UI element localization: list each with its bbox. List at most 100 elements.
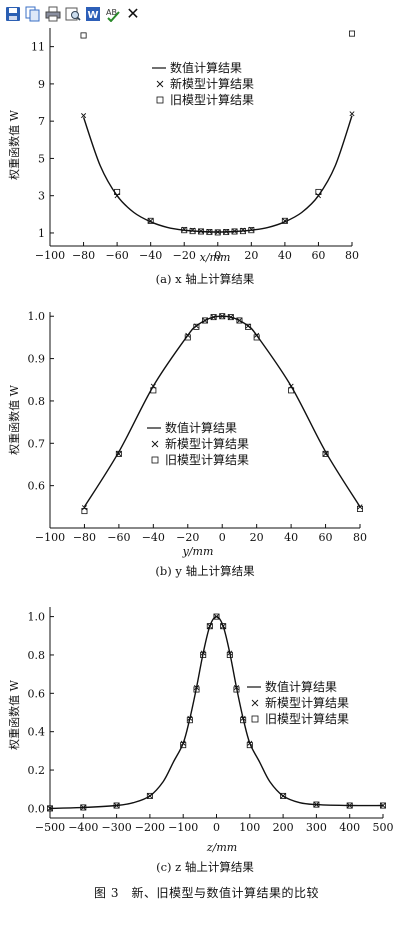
point-x-marker bbox=[81, 505, 87, 511]
point-square-marker bbox=[200, 651, 207, 658]
y-tick-label: 9 bbox=[38, 78, 45, 91]
point-x-marker bbox=[116, 451, 122, 457]
point-x-marker bbox=[313, 802, 319, 808]
point-square-marker bbox=[248, 227, 255, 234]
point-square-marker bbox=[189, 228, 196, 235]
point-x-marker bbox=[227, 650, 233, 656]
point-square-marker bbox=[150, 387, 157, 394]
point-x-marker bbox=[202, 317, 208, 323]
legend-label: 数值计算结果 bbox=[165, 420, 237, 435]
point-square-marker bbox=[315, 188, 322, 195]
x-tick-label: −40 bbox=[139, 249, 162, 262]
point-x-marker bbox=[180, 740, 186, 746]
point-x-marker bbox=[215, 229, 221, 235]
x-tick-label: −100 bbox=[35, 249, 65, 262]
point-square-marker bbox=[114, 188, 121, 195]
x-tick-label: 200 bbox=[273, 821, 294, 834]
legend-x-swatch bbox=[156, 80, 164, 88]
point-square-marker bbox=[240, 717, 247, 724]
x-tick-label: 500 bbox=[373, 821, 394, 834]
point-square-marker bbox=[219, 313, 226, 320]
x-tick-label: −40 bbox=[142, 531, 165, 544]
chart-z-xlabel: z/mm bbox=[206, 841, 237, 854]
x-tick-label: 60 bbox=[311, 249, 325, 262]
point-square-marker bbox=[322, 450, 329, 457]
y-tick-label: 0.9 bbox=[28, 353, 46, 366]
word-icon[interactable]: W bbox=[84, 5, 102, 23]
spellcheck-icon[interactable]: AB bbox=[104, 5, 122, 23]
point-square-marker bbox=[193, 323, 200, 330]
point-x-marker bbox=[194, 685, 200, 691]
legend-x-swatch bbox=[251, 699, 259, 707]
x-tick-label: −300 bbox=[101, 821, 131, 834]
point-square-marker bbox=[213, 613, 220, 620]
point-square-marker bbox=[245, 323, 252, 330]
legend-label: 旧模型计算结果 bbox=[265, 711, 349, 726]
y-tick-label: 5 bbox=[38, 152, 45, 165]
point-square-marker bbox=[206, 623, 213, 630]
chart-x-axis: −100 −80 −60 −40 −20 0 20 40 60 80 1 3 5 7 9 11 数值计算结果新模… bbox=[7, 28, 359, 286]
point-square-marker bbox=[356, 505, 363, 512]
point-x-marker bbox=[232, 228, 238, 234]
chart-z-axis: −500 −400 −300 −200 −100 0 100 200 300 400 500 0.0 0… bbox=[7, 607, 394, 874]
copy-icon[interactable] bbox=[24, 5, 42, 23]
x-tick-label: 400 bbox=[339, 821, 360, 834]
point-square-marker bbox=[227, 314, 234, 321]
svg-text:W: W bbox=[87, 10, 98, 21]
legend-label: 新模型计算结果 bbox=[265, 695, 349, 710]
chart-x-plot: −100 −80 −60 −40 −20 0 20 40 60 80 1 3 5 7 9 11 数值计算结果新模… bbox=[31, 28, 359, 262]
point-x-marker bbox=[81, 113, 87, 119]
point-x-marker bbox=[236, 317, 242, 323]
legend-square-swatch bbox=[151, 456, 159, 464]
x-tick-label: −60 bbox=[106, 249, 129, 262]
point-x-marker bbox=[357, 504, 363, 510]
point-square-marker bbox=[201, 317, 208, 324]
y-tick-label: 0.8 bbox=[28, 649, 46, 662]
y-tick-label: 1 bbox=[38, 227, 45, 240]
x-tick-label: −100 bbox=[35, 531, 65, 544]
x-tick-label: −80 bbox=[72, 249, 95, 262]
y-tick-label: 0.6 bbox=[28, 687, 46, 700]
chart-y-caption: (b) y 轴上计算结果 bbox=[155, 564, 255, 578]
chart-x-caption: (a) x 轴上计算结果 bbox=[156, 272, 255, 286]
close-icon[interactable]: ✕ bbox=[126, 4, 140, 23]
x-tick-label: −200 bbox=[135, 821, 165, 834]
point-x-marker bbox=[323, 451, 329, 457]
legend-label: 旧模型计算结果 bbox=[165, 452, 249, 467]
x-tick-label: 100 bbox=[239, 821, 260, 834]
point-square-marker bbox=[80, 32, 87, 39]
point-x-marker bbox=[47, 805, 53, 811]
chart-z-ylabel: 权重函数值 W bbox=[7, 679, 21, 749]
x-tick-label: 80 bbox=[353, 531, 367, 544]
y-tick-label: 1.0 bbox=[28, 611, 46, 624]
legend-label: 数值计算结果 bbox=[265, 679, 337, 694]
point-x-marker bbox=[213, 614, 220, 620]
save-icon[interactable] bbox=[4, 5, 22, 23]
point-x-marker bbox=[315, 193, 321, 199]
x-tick-label: 0 bbox=[219, 531, 226, 544]
x-tick-label: 60 bbox=[319, 531, 333, 544]
point-square-marker bbox=[346, 802, 353, 809]
point-square-marker bbox=[281, 217, 288, 224]
point-x-marker bbox=[148, 218, 154, 224]
print-preview-icon[interactable] bbox=[64, 5, 82, 23]
y-tick-label: 0.0 bbox=[28, 802, 46, 815]
point-x-marker bbox=[147, 793, 153, 799]
point-square-marker bbox=[348, 30, 355, 37]
point-square-marker bbox=[193, 686, 200, 693]
point-square-marker bbox=[214, 229, 221, 236]
print-icon[interactable] bbox=[44, 5, 62, 23]
point-x-marker bbox=[228, 314, 234, 320]
point-square-marker bbox=[288, 387, 295, 394]
point-x-marker bbox=[280, 793, 286, 799]
chart-z-caption: (c) z 轴上计算结果 bbox=[156, 860, 254, 874]
point-x-marker bbox=[200, 650, 206, 656]
legend-square-swatch bbox=[156, 96, 164, 104]
point-square-marker bbox=[220, 623, 227, 630]
y-tick-label: 7 bbox=[38, 115, 45, 128]
point-square-marker bbox=[180, 742, 187, 749]
point-square-marker bbox=[210, 314, 217, 321]
point-x-marker bbox=[347, 803, 353, 809]
